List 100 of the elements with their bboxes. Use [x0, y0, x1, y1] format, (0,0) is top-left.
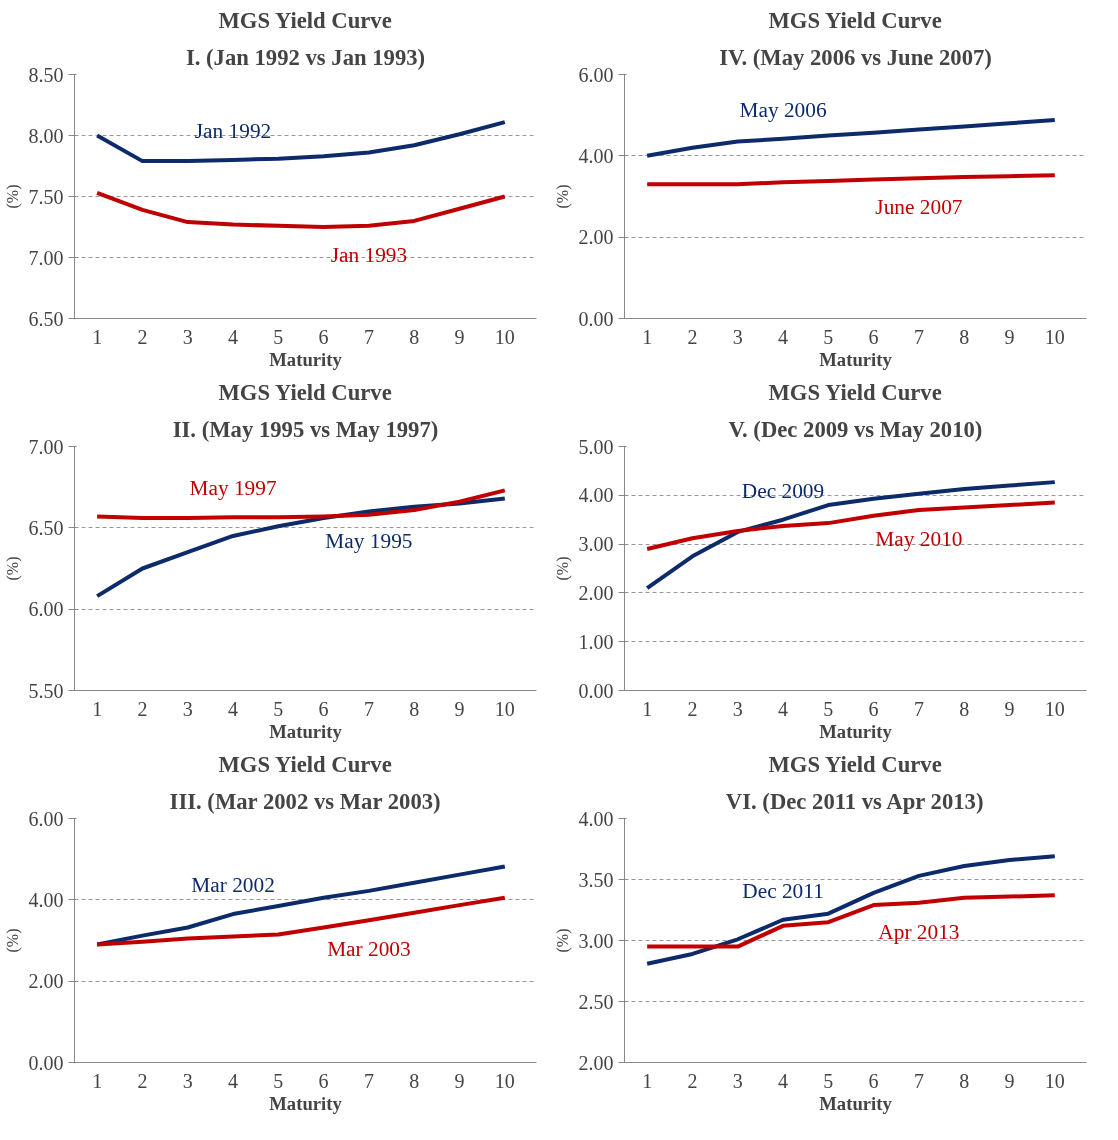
y-tick-label: 6.00 — [28, 807, 64, 830]
x-tick-label: 2 — [137, 697, 148, 720]
chart-subtitle: II. (May 1995 vs May 1997) — [172, 416, 439, 442]
x-tick-label: 4 — [228, 697, 239, 720]
chart-subtitle: VI. (Dec 2011 vs Apr 2013) — [725, 788, 984, 814]
y-tick-label: 2.00 — [578, 226, 614, 249]
y-tick-label: 4.00 — [578, 807, 614, 830]
x-tick-label: 6 — [318, 697, 329, 720]
y-tick-label: 6.50 — [28, 516, 64, 539]
chart-subtitle: III. (Mar 2002 vs Mar 2003) — [169, 788, 441, 814]
y-tick-label: 0.00 — [28, 1051, 64, 1074]
y-axis-title: (%) — [3, 928, 22, 953]
x-tick-label: 6 — [318, 1069, 329, 1092]
y-tick-label: 3.00 — [578, 533, 614, 556]
y-tick-label: 4.00 — [28, 888, 64, 911]
series-label: Dec 2009 — [741, 478, 825, 503]
x-axis-title: Maturity — [819, 1092, 893, 1114]
chart-subtitle: IV. (May 2006 vs June 2007) — [719, 44, 992, 70]
series-label: Mar 2002 — [191, 872, 275, 897]
x-tick-label: 10 — [1044, 1069, 1065, 1092]
series-label: May 2010 — [875, 527, 963, 552]
x-tick-label: 8 — [409, 1069, 420, 1092]
x-tick-label: 6 — [318, 325, 329, 348]
x-tick-label: 1 — [92, 325, 103, 348]
y-tick-label: 7.50 — [28, 185, 64, 208]
x-tick-label: 10 — [1044, 697, 1065, 720]
y-axis-title: (%) — [3, 556, 22, 581]
series-label: Dec 2011 — [742, 878, 824, 903]
y-tick-label: 3.50 — [578, 868, 614, 891]
y-tick-label: 5.00 — [578, 435, 614, 458]
x-tick-label: 10 — [494, 697, 515, 720]
x-tick-label: 3 — [182, 697, 193, 720]
x-tick-label: 8 — [409, 325, 420, 348]
y-tick-label: 7.00 — [28, 246, 64, 269]
x-tick-label: 2 — [137, 325, 148, 348]
x-tick-label: 3 — [732, 1069, 743, 1092]
y-tick-label: 4.00 — [578, 484, 614, 507]
x-tick-label: 9 — [454, 325, 465, 348]
series-label: May 2006 — [739, 97, 827, 122]
x-tick-label: 7 — [363, 1069, 374, 1092]
chart-title: MGS Yield Curve — [768, 379, 942, 405]
y-tick-label: 0.00 — [578, 679, 614, 702]
y-tick-label: 8.50 — [28, 63, 64, 86]
y-tick-label: 6.50 — [28, 307, 64, 330]
x-tick-label: 2 — [137, 1069, 148, 1092]
series-label: Jan 1992 — [194, 118, 272, 143]
x-axis-title: Maturity — [269, 348, 343, 370]
y-tick-label: 2.50 — [578, 990, 614, 1013]
x-tick-label: 4 — [228, 325, 239, 348]
x-axis-title: Maturity — [819, 720, 893, 742]
series-label: Apr 2013 — [878, 919, 960, 944]
series-label: May 1997 — [189, 476, 277, 501]
x-tick-label: 2 — [687, 697, 698, 720]
x-tick-label: 3 — [182, 1069, 193, 1092]
x-tick-label: 5 — [823, 697, 834, 720]
x-tick-label: 3 — [732, 325, 743, 348]
x-tick-label: 7 — [913, 325, 924, 348]
x-axis-title: Maturity — [819, 348, 893, 370]
x-tick-label: 3 — [732, 697, 743, 720]
x-tick-label: 1 — [642, 325, 653, 348]
x-tick-label: 1 — [92, 697, 103, 720]
y-tick-label: 3.00 — [578, 929, 614, 952]
chart-subtitle: V. (Dec 2009 vs May 2010) — [728, 416, 983, 442]
x-tick-label: 5 — [823, 1069, 834, 1092]
x-tick-label: 2 — [687, 1069, 698, 1092]
chart-title: MGS Yield Curve — [768, 7, 942, 33]
y-tick-label: 2.00 — [28, 970, 64, 993]
series-label: Mar 2003 — [327, 937, 411, 962]
x-tick-label: 6 — [868, 1069, 879, 1092]
y-axis-title: (%) — [3, 184, 22, 209]
series-label: June 2007 — [875, 195, 963, 220]
x-tick-label: 1 — [92, 1069, 103, 1092]
series-label: May 1995 — [325, 528, 413, 553]
x-tick-label: 9 — [454, 697, 465, 720]
chart-title: MGS Yield Curve — [218, 379, 392, 405]
y-tick-label: 2.00 — [578, 1051, 614, 1074]
x-tick-label: 3 — [182, 325, 193, 348]
y-tick-label: 0.00 — [578, 307, 614, 330]
x-tick-label: 1 — [642, 1069, 653, 1092]
y-tick-label: 7.00 — [28, 435, 64, 458]
chart-title: MGS Yield Curve — [218, 751, 392, 777]
y-tick-label: 4.00 — [578, 144, 614, 167]
x-tick-label: 7 — [913, 1069, 924, 1092]
x-tick-label: 5 — [273, 1069, 284, 1092]
y-axis-title: (%) — [553, 184, 572, 209]
x-tick-label: 9 — [1004, 1069, 1015, 1092]
x-axis-title: Maturity — [269, 720, 343, 742]
y-tick-label: 6.00 — [578, 63, 614, 86]
x-tick-label: 10 — [494, 325, 515, 348]
chart-subtitle: I. (Jan 1992 vs Jan 1993) — [185, 44, 426, 70]
y-tick-label: 6.00 — [28, 598, 64, 621]
x-tick-label: 6 — [868, 325, 879, 348]
x-tick-label: 1 — [642, 697, 653, 720]
x-tick-label: 9 — [1004, 325, 1015, 348]
x-tick-label: 5 — [273, 325, 284, 348]
x-tick-label: 7 — [363, 697, 374, 720]
x-tick-label: 4 — [778, 325, 789, 348]
y-tick-label: 8.00 — [28, 124, 64, 147]
x-tick-label: 4 — [778, 697, 789, 720]
x-tick-label: 6 — [868, 697, 879, 720]
